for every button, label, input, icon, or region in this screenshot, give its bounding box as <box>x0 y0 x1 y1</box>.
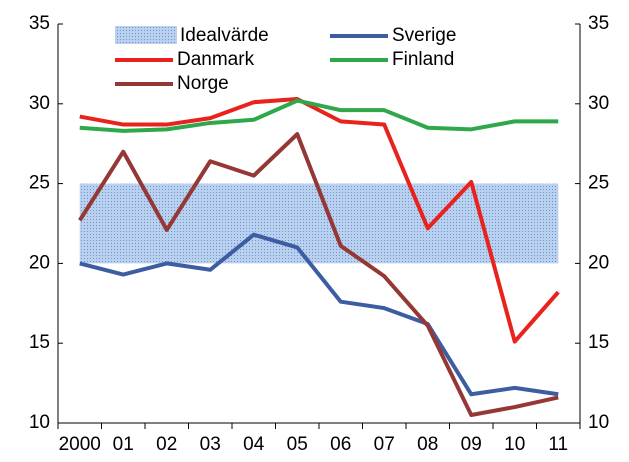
legend-label: Norge <box>177 73 229 94</box>
y2-tick-label: 30 <box>588 93 609 114</box>
legend-label: Finland <box>392 49 454 70</box>
x-tick-label: 11 <box>548 434 568 455</box>
series-line <box>79 98 559 133</box>
y2-tick-label: 25 <box>588 173 609 194</box>
x-tick-label: 08 <box>417 434 438 455</box>
series-line <box>78 132 559 418</box>
x-tick-label: 05 <box>287 434 308 455</box>
y2-tick-label: 10 <box>588 412 609 433</box>
x-tick-label: 06 <box>330 434 351 455</box>
y2-tick-label: 20 <box>588 252 609 273</box>
x-tick-label: 2000 <box>59 434 101 455</box>
x-tick-label: 09 <box>461 434 482 455</box>
x-tick-label: 04 <box>243 434 265 455</box>
legend-label: Sverige <box>392 25 456 46</box>
x-tick-label: 02 <box>156 434 177 455</box>
y2-tick-label: 15 <box>588 332 609 353</box>
legend-swatch <box>115 26 177 44</box>
y-tick-label: 25 <box>29 173 50 194</box>
y-tick-label: 10 <box>29 412 50 433</box>
y2-tick-label: 35 <box>588 13 609 34</box>
x-tick-label: 07 <box>374 434 395 455</box>
series-line <box>79 232 559 397</box>
legend-label: Danmark <box>177 49 255 70</box>
y-tick-label: 30 <box>29 93 50 114</box>
y-tick-label: 20 <box>29 252 50 273</box>
y-tick-label: 15 <box>29 332 50 353</box>
x-tick-label: 10 <box>504 434 525 455</box>
ideal-band <box>79 183 559 264</box>
series-line <box>79 97 560 344</box>
x-tick-label: 01 <box>113 434 134 455</box>
x-tick-label: 03 <box>200 434 221 455</box>
y-tick-label: 35 <box>29 13 50 34</box>
legend-label: Idealvärde <box>180 25 269 46</box>
